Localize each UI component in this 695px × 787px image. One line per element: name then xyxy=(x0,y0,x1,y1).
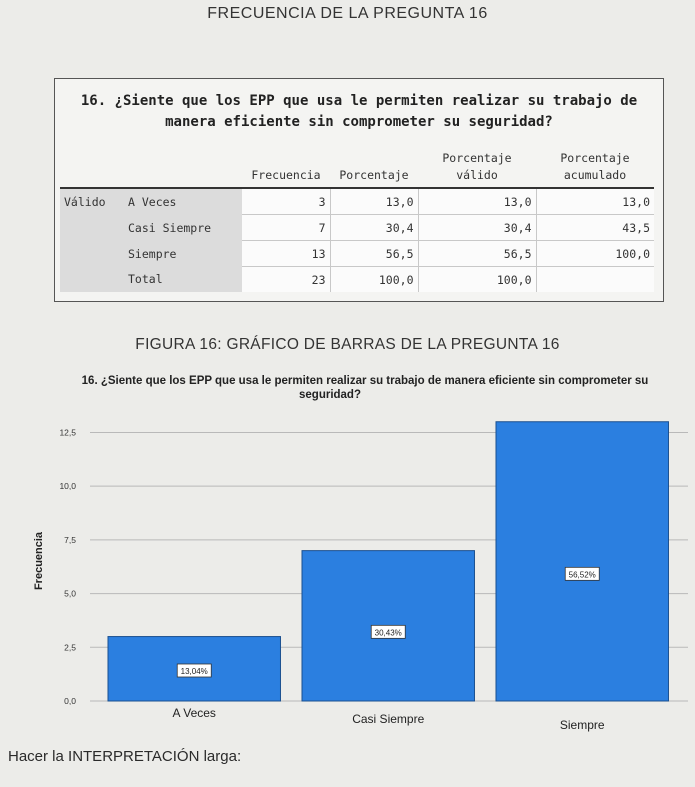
category-labels: A Veces Casi Siempre Siempre xyxy=(173,706,605,732)
cell-porcentaje: 13,0 xyxy=(330,188,419,215)
cell-acumulado xyxy=(536,266,654,292)
table-title-line-1: 16. ¿Siente que los EPP que usa le permi… xyxy=(80,93,638,109)
y-tick-label: 7,5 xyxy=(64,535,76,545)
table-row: Siempre 13 56,5 56,5 100,0 xyxy=(60,240,654,267)
bar xyxy=(495,421,669,702)
data-label: 13,04% xyxy=(181,667,208,676)
group-label-empty xyxy=(60,214,124,241)
table-row: Casi Siempre 7 30,4 30,4 43,5 xyxy=(60,214,654,241)
data-label: 56,52% xyxy=(569,570,596,579)
header-acum-line-1: Porcentaje xyxy=(560,151,630,165)
category-label: A Veces xyxy=(173,706,216,720)
table-row: Válido A Veces 3 13,0 13,0 13,0 xyxy=(60,188,654,215)
row-label: Casi Siempre xyxy=(124,214,242,241)
bar-chart: 16. ¿Siente que los EPP que usa le permi… xyxy=(0,366,695,766)
data-label-box xyxy=(176,663,212,678)
y-tick-labels: 0,0 2,5 5,0 7,5 10,0 12,5 xyxy=(59,427,76,706)
y-axis-label: Frecuencia xyxy=(33,531,45,590)
cell-valido: 100,0 xyxy=(418,266,537,292)
y-tick-label: 12,5 xyxy=(59,427,76,437)
bars: 13,04% 30,43% 56,52% xyxy=(107,421,669,702)
data-label: 30,43% xyxy=(375,628,402,637)
header-empty-2 xyxy=(124,142,242,189)
category-label: Casi Siempre xyxy=(352,712,424,726)
cell-frecuencia: 13 xyxy=(242,240,331,267)
header-valido-line-1: Porcentaje xyxy=(442,151,512,165)
cell-acumulado: 100,0 xyxy=(536,240,654,267)
cell-acumulado: 43,5 xyxy=(536,214,654,241)
header-porcentaje-acumulado: Porcentaje acumulado xyxy=(536,142,654,189)
frequency-table: Frecuencia Porcentaje Porcentaje válido … xyxy=(60,142,654,292)
cell-porcentaje: 30,4 xyxy=(330,214,419,241)
y-tick-label: 5,0 xyxy=(64,589,76,599)
cell-valido: 13,0 xyxy=(418,188,537,215)
cell-acumulado: 13,0 xyxy=(536,188,654,215)
cell-porcentaje: 56,5 xyxy=(330,240,419,267)
y-tick-label: 10,0 xyxy=(59,481,76,491)
header-valido-line-2: válido xyxy=(456,168,498,182)
header-porcentaje-valido: Porcentaje válido xyxy=(418,142,536,189)
cell-valido: 56,5 xyxy=(418,240,537,267)
header-empty-1 xyxy=(60,142,124,189)
data-label-box xyxy=(564,566,600,581)
cell-porcentaje: 100,0 xyxy=(330,266,419,292)
category-label: Siempre xyxy=(560,718,605,732)
row-label: A Veces xyxy=(124,188,242,215)
data-label-box xyxy=(370,624,406,639)
page-heading: FRECUENCIA DE LA PREGUNTA 16 xyxy=(207,5,488,22)
frequency-table-panel: 16. ¿Siente que los EPP que usa le permi… xyxy=(54,78,664,302)
table-header-row: Frecuencia Porcentaje Porcentaje válido … xyxy=(60,142,654,189)
figure-caption: FIGURA 16: GRÁFICO DE BARRAS DE LA PREGU… xyxy=(135,336,560,353)
table-title-line-2: manera eficiente sin comprometer su segu… xyxy=(165,114,553,130)
group-label: Válido xyxy=(60,188,124,215)
chart-title-line-1: 16. ¿Siente que los EPP que usa le permi… xyxy=(82,375,649,387)
header-acum-line-2: acumulado xyxy=(563,168,627,182)
header-frecuencia: Frecuencia xyxy=(242,142,330,189)
cell-frecuencia: 23 xyxy=(242,266,331,292)
row-label: Siempre xyxy=(124,240,242,267)
cell-frecuencia: 7 xyxy=(242,214,331,241)
y-tick-label: 2,5 xyxy=(64,642,76,652)
table-title: 16. ¿Siente que los EPP que usa le permi… xyxy=(55,91,663,133)
chart-title-line-2: seguridad? xyxy=(299,389,361,401)
row-label: Total xyxy=(124,266,242,292)
group-label-empty xyxy=(60,266,124,292)
bar-chart-svg: 16. ¿Siente que los EPP que usa le permi… xyxy=(33,375,688,732)
y-tick-label: 0,0 xyxy=(64,696,76,706)
header-porcentaje: Porcentaje xyxy=(330,142,418,189)
bar xyxy=(107,636,281,702)
cell-frecuencia: 3 xyxy=(242,188,331,215)
interpretation-prompt: Hacer la INTERPRETACIÓN larga: xyxy=(8,748,242,765)
group-label-empty xyxy=(60,240,124,267)
table-row-total: Total 23 100,0 100,0 xyxy=(60,266,654,292)
cell-valido: 30,4 xyxy=(418,214,537,241)
